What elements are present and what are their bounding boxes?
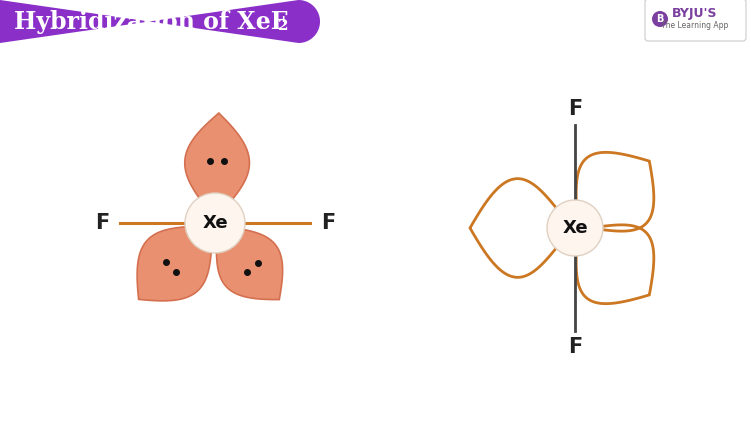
Text: F: F [321, 213, 335, 233]
Text: F: F [95, 213, 109, 233]
Polygon shape [137, 223, 215, 301]
Circle shape [547, 200, 603, 256]
Text: 2: 2 [278, 20, 288, 33]
Circle shape [185, 193, 245, 253]
Polygon shape [185, 113, 249, 223]
Text: Hybridization of XeF: Hybridization of XeF [14, 10, 288, 33]
Text: The Learning App: The Learning App [662, 21, 728, 29]
Circle shape [652, 11, 668, 27]
Polygon shape [215, 223, 282, 300]
Text: B: B [656, 14, 664, 24]
Text: F: F [568, 337, 582, 357]
Text: F: F [568, 99, 582, 119]
Polygon shape [0, 0, 320, 43]
Text: Xe: Xe [562, 219, 588, 237]
Text: Xe: Xe [202, 214, 228, 232]
Text: BYJU'S: BYJU'S [672, 7, 718, 20]
FancyBboxPatch shape [645, 0, 746, 41]
